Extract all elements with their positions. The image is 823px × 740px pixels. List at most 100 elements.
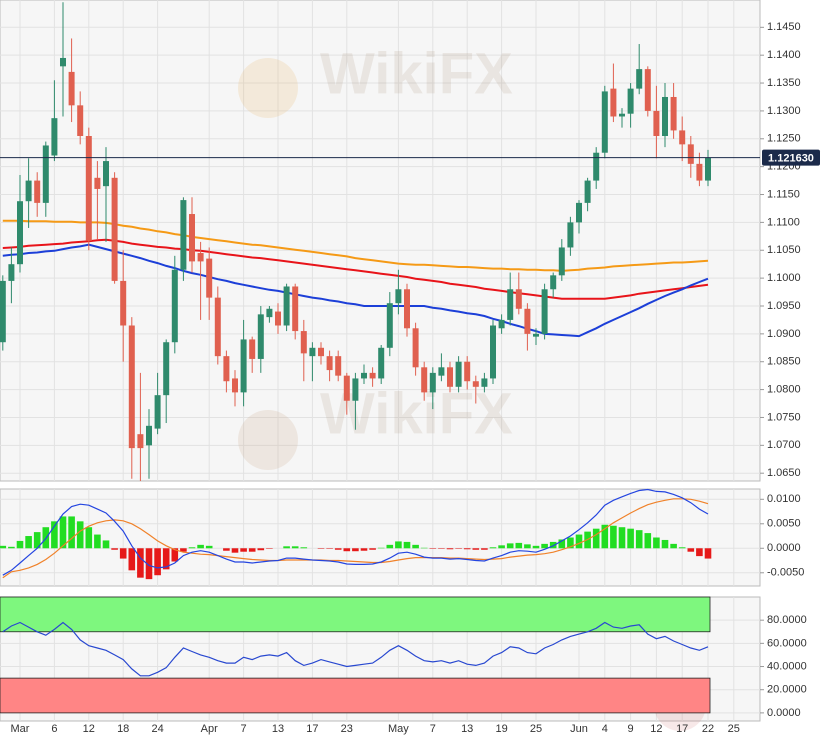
macd-histogram-bar — [102, 540, 110, 549]
candle-body — [189, 214, 195, 262]
macd-histogram-bar — [704, 548, 712, 559]
y-tick-label: 1.0800 — [767, 383, 801, 395]
candle-body — [533, 333, 539, 337]
macd-histogram-bar — [696, 548, 703, 557]
candle-body — [163, 342, 170, 396]
macd-histogram-bar — [524, 544, 531, 549]
macd-histogram-bar — [618, 527, 626, 549]
y-tick-label: 1.1350 — [767, 77, 801, 89]
candle-body — [498, 319, 505, 329]
candle-body — [386, 303, 393, 348]
y-tick-label: 1.1150 — [767, 188, 800, 200]
macd-histogram-bar — [283, 546, 290, 549]
y-tick-label: 1.1300 — [767, 105, 801, 117]
candle-body — [679, 130, 686, 145]
grid — [0, 0, 760, 721]
macd-histogram-bar — [111, 548, 118, 550]
macd-histogram-bar — [188, 547, 196, 549]
candle-body — [60, 57, 66, 67]
macd-histogram-bar — [644, 533, 652, 549]
candle-body — [507, 289, 514, 320]
macd-histogram-bar — [231, 548, 239, 553]
y-tick-label: 1.0750 — [767, 411, 801, 423]
candle-body — [576, 202, 582, 223]
marks — [0, 2, 760, 714]
macd-histogram-bar — [403, 541, 411, 549]
macd-histogram-bar — [291, 546, 299, 549]
macd-histogram-bar — [205, 545, 213, 549]
macd-histogram-bar — [145, 548, 153, 580]
candle-body — [558, 247, 565, 276]
y-tick-label: 1.0650 — [767, 467, 801, 479]
macd-histogram-bar — [68, 516, 75, 549]
y-tick-label: 20.0000 — [767, 684, 807, 696]
candle-body — [309, 347, 316, 357]
macd-histogram-bar — [446, 548, 454, 550]
x-tick-label: May — [388, 723, 409, 735]
candle-body — [34, 180, 41, 203]
macd-histogram-bar — [248, 548, 256, 552]
candle-body — [395, 289, 402, 304]
x-tick-label: 9 — [628, 723, 634, 735]
candle-body — [524, 308, 531, 334]
rsi-band — [0, 596, 711, 633]
y-tick-label: 40.0000 — [767, 660, 807, 672]
candle-body — [541, 289, 548, 334]
y-tick-label: 80.0000 — [767, 614, 807, 626]
candle-body — [206, 258, 213, 298]
candle-body — [404, 289, 410, 329]
candle-body — [111, 177, 118, 281]
y-tick-label: 0.0000 — [767, 542, 801, 554]
candle-body — [515, 289, 522, 309]
last-price-label: 1.121630 — [768, 152, 814, 164]
candle-body — [292, 286, 299, 332]
macd-histogram-bar — [395, 541, 402, 549]
macd-histogram-bar — [8, 546, 15, 549]
macd-histogram-bar — [463, 548, 471, 550]
x-tick-label: 17 — [676, 723, 688, 735]
y-tick-label: 0.0000 — [767, 707, 801, 719]
x-tick-label: 25 — [728, 723, 740, 735]
x-tick-label: 7 — [430, 723, 436, 735]
macd-histogram-bar — [661, 539, 669, 549]
y-tick-label: 1.1400 — [767, 49, 801, 61]
candle-body — [696, 163, 703, 181]
y-tick-label: 1.0950 — [767, 300, 801, 312]
candle-body — [180, 200, 187, 270]
macd-histogram-bar — [558, 539, 566, 549]
watermark: WikiFX — [320, 41, 513, 106]
candle-body — [85, 135, 92, 241]
macd-histogram-bar — [94, 534, 101, 549]
rsi-line — [2, 621, 709, 677]
x-tick-label: Apr — [201, 723, 218, 735]
candle-body — [584, 180, 591, 203]
price-panel — [0, 0, 761, 482]
candle-body — [266, 308, 273, 318]
y-tick-label: 1.1000 — [767, 272, 801, 284]
y-tick-label: 1.1100 — [767, 216, 800, 228]
last-price-box — [762, 149, 820, 166]
candle-body — [103, 161, 109, 187]
x-tick-label: 6 — [51, 723, 57, 735]
candle-body — [361, 372, 367, 379]
macd-histogram-bar — [171, 548, 179, 562]
macd-histogram-bar — [687, 548, 695, 552]
macd-histogram-bar — [601, 524, 609, 549]
x-tick-label: 17 — [306, 723, 318, 735]
candle-body — [257, 314, 264, 359]
x-tick-label: 23 — [341, 723, 353, 735]
candle-body — [214, 297, 221, 357]
y-tick-label: -0.0050 — [767, 567, 804, 579]
candle-body — [223, 356, 230, 382]
candle-body — [670, 96, 677, 131]
candle-body — [17, 201, 23, 265]
candle-body — [326, 356, 333, 371]
macd-histogram-bar — [567, 537, 574, 549]
rsi-band — [0, 677, 711, 714]
candle-body — [197, 253, 204, 262]
candle-body — [249, 339, 256, 359]
candle-body — [343, 375, 350, 401]
macd-histogram-bar — [240, 548, 247, 552]
macd-histogram-bar — [532, 545, 540, 549]
